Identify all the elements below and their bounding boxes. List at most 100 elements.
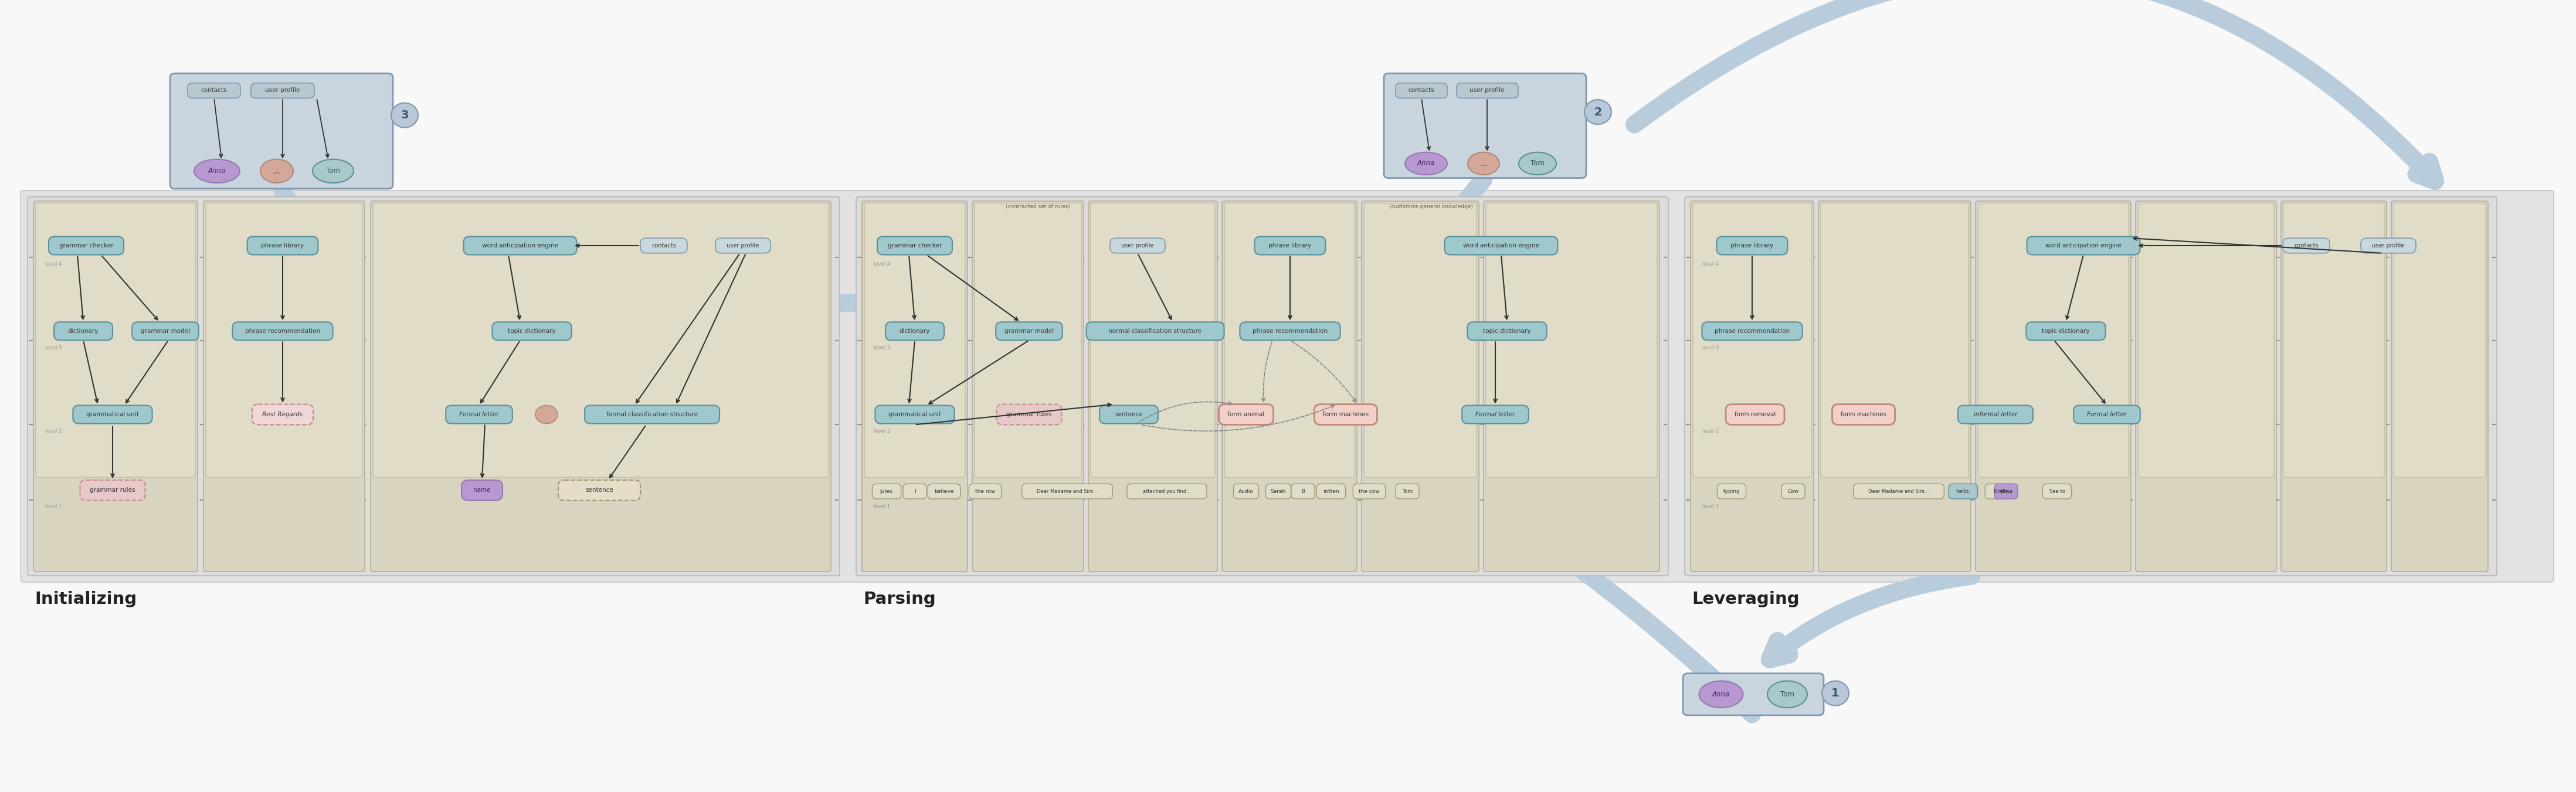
Text: grammar model: grammar model [142,328,191,334]
FancyBboxPatch shape [21,190,2553,582]
Text: level 3: level 3 [1703,345,1718,350]
FancyBboxPatch shape [1958,406,2032,424]
Text: user profile: user profile [1471,88,1504,93]
Text: Anna: Anna [1417,160,1435,167]
Text: (customize general knowledge): (customize general knowledge) [1388,204,1473,209]
FancyBboxPatch shape [131,322,198,341]
FancyBboxPatch shape [464,237,577,255]
FancyBboxPatch shape [28,196,840,576]
Text: level 3: level 3 [46,345,62,350]
FancyBboxPatch shape [2043,484,2071,499]
Text: Leveraging: Leveraging [1692,591,1801,607]
FancyBboxPatch shape [971,201,1084,571]
FancyBboxPatch shape [1218,404,1273,425]
Ellipse shape [1520,152,1556,175]
FancyBboxPatch shape [997,404,1061,425]
Text: phrase recommendation: phrase recommendation [1716,328,1790,334]
Text: informal letter: informal letter [1973,412,2017,417]
FancyBboxPatch shape [1128,484,1206,499]
Text: level 1: level 1 [873,505,891,509]
FancyBboxPatch shape [863,201,969,571]
Text: ...: ... [1479,159,1486,168]
FancyBboxPatch shape [1396,484,1419,499]
FancyBboxPatch shape [716,238,770,253]
FancyBboxPatch shape [1023,484,1113,499]
FancyBboxPatch shape [855,196,1669,576]
Text: formal classification structure: formal classification structure [605,412,698,417]
Text: Tom: Tom [1401,489,1412,494]
Text: ...: ... [273,167,281,175]
Text: hello,: hello, [1955,489,1971,494]
FancyBboxPatch shape [1486,204,1656,478]
FancyBboxPatch shape [72,406,152,424]
FancyBboxPatch shape [492,322,572,341]
FancyBboxPatch shape [170,74,394,188]
FancyBboxPatch shape [866,204,966,478]
Text: sentence: sentence [1115,412,1144,417]
Text: topic dictionary: topic dictionary [2043,328,2089,334]
Text: Tom: Tom [1780,691,1795,698]
Ellipse shape [1404,152,1448,175]
FancyBboxPatch shape [1090,204,1216,478]
FancyBboxPatch shape [2280,201,2385,571]
FancyBboxPatch shape [36,204,196,478]
Text: form animal: form animal [1229,412,1265,417]
FancyBboxPatch shape [1087,201,1218,571]
Text: name: name [474,487,489,493]
FancyBboxPatch shape [1832,404,1896,425]
Ellipse shape [392,103,417,128]
FancyBboxPatch shape [974,204,1082,478]
FancyBboxPatch shape [80,480,144,501]
Text: Jules,: Jules, [878,489,894,494]
Text: word anticipation engine: word anticipation engine [2045,242,2123,249]
Text: user profile: user profile [726,242,760,249]
FancyBboxPatch shape [54,322,113,341]
FancyBboxPatch shape [33,201,198,571]
Text: the row: the row [976,489,994,494]
FancyBboxPatch shape [2027,322,2105,341]
FancyBboxPatch shape [49,237,124,255]
FancyBboxPatch shape [188,83,240,98]
FancyBboxPatch shape [1726,404,1785,425]
Text: Tom: Tom [327,167,340,175]
FancyBboxPatch shape [2282,204,2385,478]
Text: 3: 3 [402,109,410,121]
Text: level 2: level 2 [873,428,891,434]
Text: Kindly,: Kindly, [1994,489,2009,494]
Text: user profile: user profile [1121,242,1154,249]
FancyBboxPatch shape [374,204,829,478]
Text: the cow: the cow [1358,489,1381,494]
Text: Formal letter: Formal letter [459,412,500,417]
Text: believe: believe [935,489,953,494]
Text: (contracted set of rules): (contracted set of rules) [1005,204,1069,209]
FancyBboxPatch shape [1852,484,1945,499]
FancyBboxPatch shape [1463,406,1528,424]
Text: grammatical unit: grammatical unit [85,412,139,417]
FancyBboxPatch shape [1455,83,1517,98]
FancyBboxPatch shape [1819,201,1971,571]
FancyBboxPatch shape [371,201,832,571]
FancyBboxPatch shape [2027,237,2141,255]
FancyBboxPatch shape [927,484,961,499]
FancyBboxPatch shape [1986,484,2017,499]
Text: user profile: user profile [265,88,299,93]
FancyBboxPatch shape [1314,404,1378,425]
Text: level 4: level 4 [46,261,62,267]
Ellipse shape [1584,100,1613,124]
Text: contacts: contacts [1409,88,1435,93]
Ellipse shape [1468,152,1499,175]
Text: word anticipation engine: word anticipation engine [482,242,559,249]
Ellipse shape [312,159,353,183]
Text: level 4: level 4 [873,261,891,267]
Text: normal classification structure: normal classification structure [1108,328,1203,334]
FancyBboxPatch shape [1976,201,2130,571]
Text: Tom: Tom [1530,160,1546,167]
FancyBboxPatch shape [1316,484,1345,499]
FancyBboxPatch shape [1468,322,1546,341]
Ellipse shape [536,406,556,424]
Text: Formal letter: Formal letter [2087,412,2128,417]
FancyBboxPatch shape [2282,238,2329,253]
FancyBboxPatch shape [886,322,943,341]
Text: level 1: level 1 [46,505,62,509]
FancyBboxPatch shape [461,480,502,501]
